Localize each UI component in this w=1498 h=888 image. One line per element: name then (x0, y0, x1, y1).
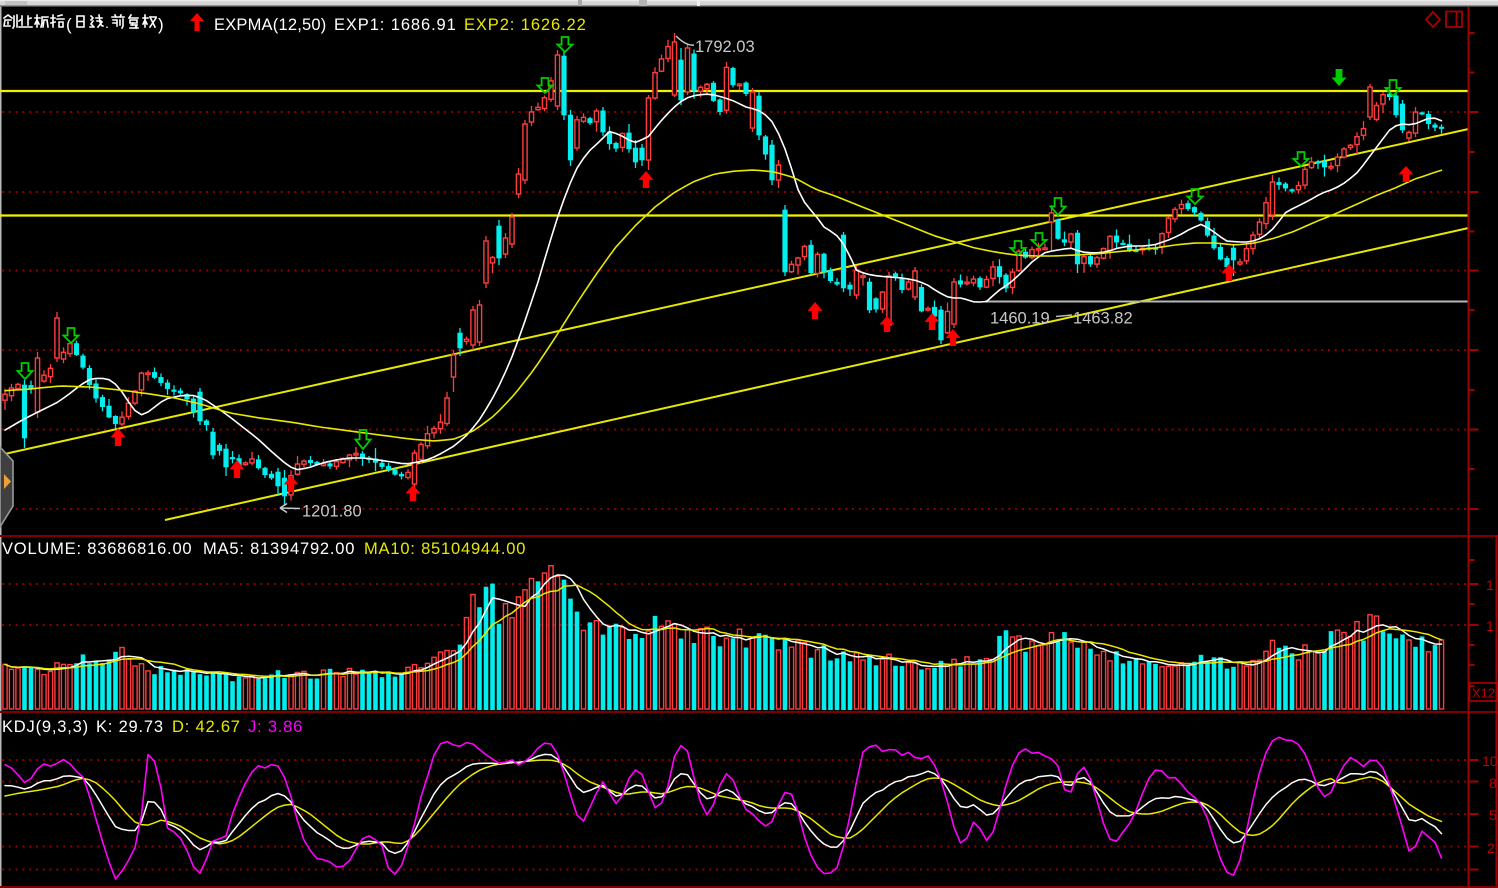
svg-text:EXPMA(12,50): EXPMA(12,50) (214, 16, 326, 34)
svg-text:2: 2 (1487, 840, 1495, 856)
svg-text:EXP1: 1686.91: EXP1: 1686.91 (334, 16, 457, 34)
svg-text:KDJ(9,3,3): KDJ(9,3,3) (2, 718, 89, 736)
svg-text:MA10: 85104944.00: MA10: 85104944.00 (364, 540, 526, 558)
svg-text:EXP2: 1626.22: EXP2: 1626.22 (464, 16, 587, 34)
svg-text:D: 42.67: D: 42.67 (172, 718, 241, 736)
svg-text:K: 29.73: K: 29.73 (96, 718, 164, 736)
svg-text:VOLUME: 83686816.00: VOLUME: 83686816.00 (2, 540, 192, 558)
svg-text:): ) (158, 15, 164, 34)
svg-text:10: 10 (1482, 753, 1498, 769)
svg-text:5: 5 (1489, 807, 1497, 823)
svg-text:1201.80: 1201.80 (302, 503, 362, 521)
svg-text:1463.82: 1463.82 (1073, 310, 1133, 328)
svg-text:1792.03: 1792.03 (695, 38, 755, 56)
svg-text:J: 3.86: J: 3.86 (248, 718, 303, 736)
svg-text:1: 1 (1486, 577, 1494, 593)
svg-text:.: . (105, 15, 109, 31)
svg-text:1: 1 (1486, 618, 1494, 634)
svg-text:MA5: 81394792.00: MA5: 81394792.00 (203, 540, 355, 558)
svg-text:(: ( (66, 15, 72, 34)
svg-text:1460.19: 1460.19 (990, 310, 1050, 328)
svg-text:8: 8 (1489, 775, 1497, 791)
svg-text:X12: X12 (1472, 686, 1495, 701)
